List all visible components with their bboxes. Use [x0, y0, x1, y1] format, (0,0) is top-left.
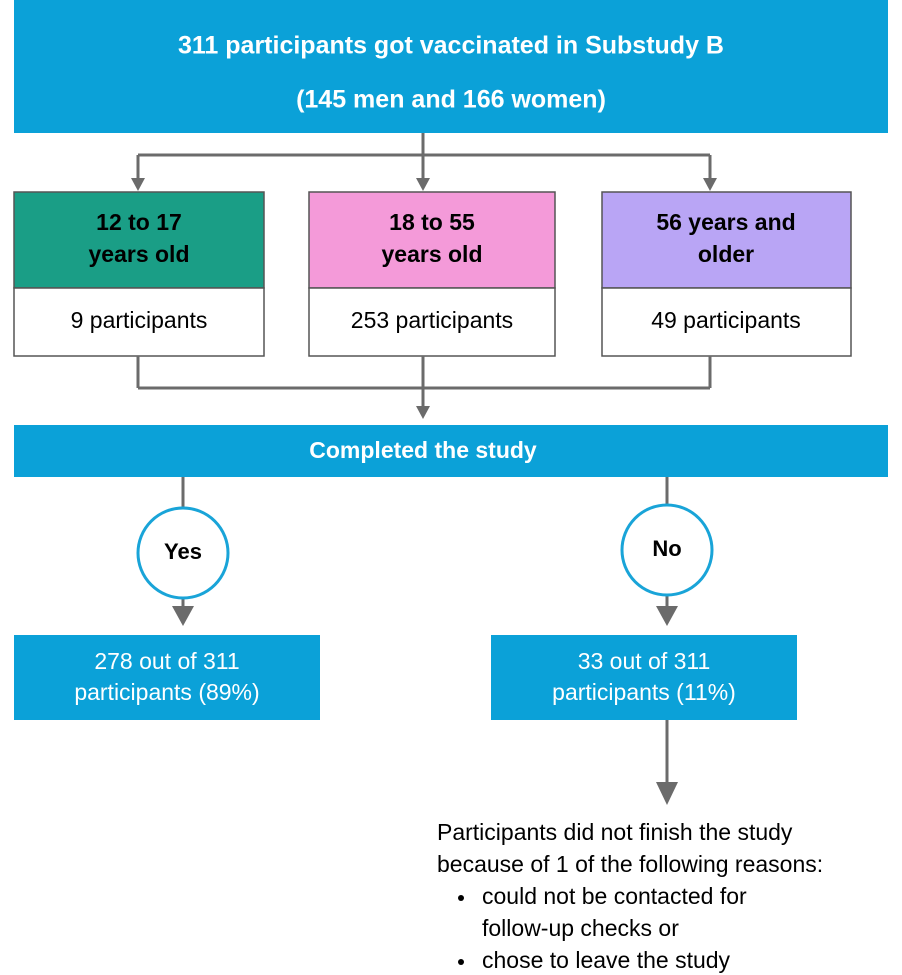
group-header	[308, 191, 556, 289]
yes-result-box	[14, 635, 320, 720]
group-label: 12 to 17	[96, 209, 182, 235]
no-result: participants (11%)	[552, 679, 736, 705]
group-label: years old	[382, 241, 483, 267]
completed-label: Completed the study	[309, 437, 537, 463]
group-count: 253 participants	[351, 307, 513, 333]
reasons-intro: because of 1 of the following reasons:	[437, 851, 823, 877]
header-box	[14, 0, 888, 133]
no-label: No	[652, 536, 681, 561]
no-result-box	[491, 635, 797, 720]
arrowhead	[416, 178, 430, 191]
group-count-box	[308, 287, 556, 357]
yes-circle	[136, 506, 230, 600]
group-label: 56 years and	[656, 209, 795, 235]
bullet	[458, 959, 464, 965]
reasons-intro: Participants did not finish the study	[437, 819, 793, 845]
no-result: 33 out of 311	[578, 648, 711, 674]
connector	[136, 356, 712, 408]
header-line: 311 participants got vaccinated in Subst…	[178, 32, 724, 60]
yes-label: Yes	[164, 539, 202, 564]
completed-box	[14, 425, 888, 477]
reason: could not be contacted for	[482, 883, 747, 909]
no-circle	[620, 503, 714, 597]
reason: chose to leave the study	[482, 947, 731, 973]
arrowhead	[656, 606, 678, 626]
group-count: 9 participants	[71, 307, 208, 333]
arrowhead	[131, 178, 145, 191]
header-line: (145 men and 166 women)	[296, 86, 606, 114]
group-count-box	[13, 287, 265, 357]
arrowhead	[172, 606, 194, 626]
yes-result: 278 out of 311	[94, 648, 239, 674]
group-header	[601, 191, 852, 289]
arrowhead	[656, 782, 678, 805]
bullet	[458, 895, 464, 901]
group-label: older	[698, 241, 754, 267]
group-label: 18 to 55	[389, 209, 475, 235]
arrowhead	[703, 178, 717, 191]
yes-result: participants (89%)	[74, 679, 259, 705]
group-header	[13, 191, 265, 289]
reason: follow-up checks or	[482, 915, 679, 941]
group-label: years old	[89, 241, 190, 267]
arrowhead	[416, 406, 430, 419]
group-count: 49 participants	[651, 307, 801, 333]
group-count-box	[601, 287, 852, 357]
connector	[136, 133, 712, 180]
